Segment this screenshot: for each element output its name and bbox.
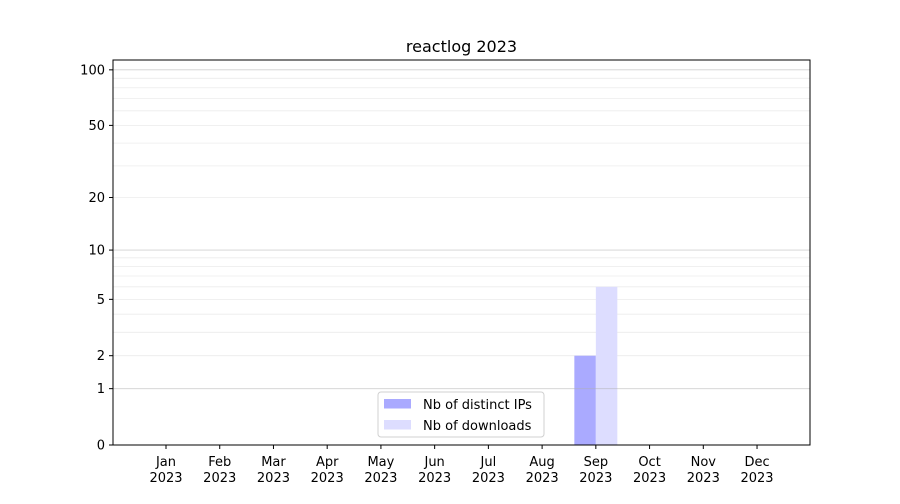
x-tick-label-month: Jul (480, 455, 497, 470)
legend-label: Nb of downloads (423, 419, 532, 434)
x-tick-label-year: 2023 (311, 471, 344, 486)
x-tick-label-month: Feb (208, 455, 231, 470)
legend-swatch (384, 420, 411, 430)
legend-label: Nb of distinct IPs (423, 398, 532, 413)
x-tick-label-month: May (367, 455, 394, 470)
y-tick-label: 100 (80, 63, 105, 78)
x-tick-label-year: 2023 (472, 471, 505, 486)
y-tick-label: 0 (97, 439, 105, 454)
chart-title: reactlog 2023 (406, 37, 517, 56)
x-tick-label-year: 2023 (579, 471, 612, 486)
x-tick-label-year: 2023 (740, 471, 773, 486)
y-tick-label: 5 (97, 293, 105, 308)
y-tick-label: 20 (88, 191, 105, 206)
x-tick-label-month: Oct (638, 455, 660, 470)
legend: Nb of distinct IPs Nb of downloads (377, 391, 545, 438)
bar-nb-of-downloads (595, 286, 618, 445)
x-tick-label-year: 2023 (149, 471, 182, 486)
x-tick-label-month: Aug (529, 455, 554, 470)
x-tick-label-month: Nov (691, 455, 717, 470)
x-tick-label-year: 2023 (687, 471, 720, 486)
x-tick-label-year: 2023 (203, 471, 236, 486)
x-tick-label-month: Jan (155, 455, 176, 470)
x-tick-label-year: 2023 (633, 471, 666, 486)
y-tick-label: 2 (97, 349, 105, 364)
x-tick-label-year: 2023 (257, 471, 290, 486)
plot-frame (112, 59, 811, 446)
bar-nb-of-distinct-ips (574, 355, 596, 445)
x-tick-label-month: Mar (261, 455, 286, 470)
x-tick-label-year: 2023 (418, 471, 451, 486)
y-tick-label: 10 (88, 244, 105, 259)
x-tick-label-month: Jun (423, 455, 444, 470)
x-tick-label-year: 2023 (364, 471, 397, 486)
legend-box (377, 391, 545, 438)
x-tick-label-month: Sep (584, 455, 609, 470)
x-tick-label-month: Dec (744, 455, 769, 470)
x-tick-label-month: Apr (316, 455, 339, 470)
y-tick-label: 50 (88, 119, 105, 134)
legend-swatch (384, 399, 411, 409)
x-tick-label-year: 2023 (526, 471, 559, 486)
y-tick-label: 1 (97, 382, 105, 397)
